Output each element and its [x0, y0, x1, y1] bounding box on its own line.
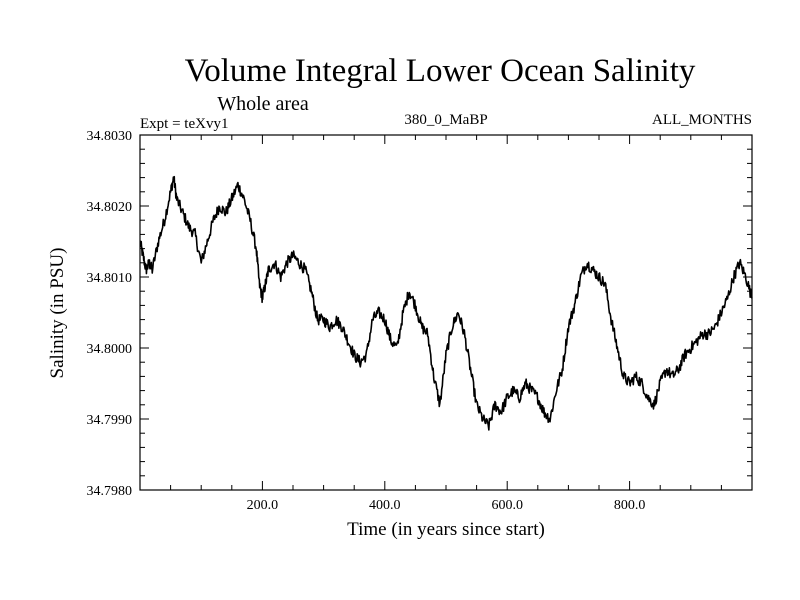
y-tick-label: 34.7980: [87, 484, 133, 499]
x-tick-label: 800.0: [614, 498, 646, 513]
chart-subtitle: Whole area: [217, 93, 309, 115]
y-tick-label: 34.7990: [87, 413, 133, 428]
chart-title: Volume Integral Lower Ocean Salinity: [185, 53, 696, 89]
y-tick-label: 34.8020: [87, 200, 133, 215]
x-tick-label: 400.0: [369, 498, 401, 513]
y-tick-label: 34.8010: [87, 271, 133, 286]
x-tick-label: 600.0: [491, 498, 523, 513]
plot-frame: [139, 134, 753, 491]
months-label: ALL_MONTHS: [652, 112, 752, 128]
y-tick-label: 34.8000: [87, 342, 133, 357]
y-axis-label: Salinity (in PSU): [47, 248, 68, 379]
salinity-series-line: [139, 175, 753, 431]
run-label: 380_0_MaBP: [404, 112, 487, 128]
x-axis-label: Time (in years since start): [347, 519, 545, 540]
x-tick-label: 200.0: [247, 498, 279, 513]
y-axis: 34.7980 34.7990 34.8000 34.8010 34.8020 34.80…: [87, 129, 752, 499]
y-tick-label: 34.8030: [87, 129, 133, 144]
experiment-label: Expt = teXvy1: [140, 116, 228, 132]
x-axis: 200.0 400.0 600.0 800.0: [170, 135, 722, 513]
